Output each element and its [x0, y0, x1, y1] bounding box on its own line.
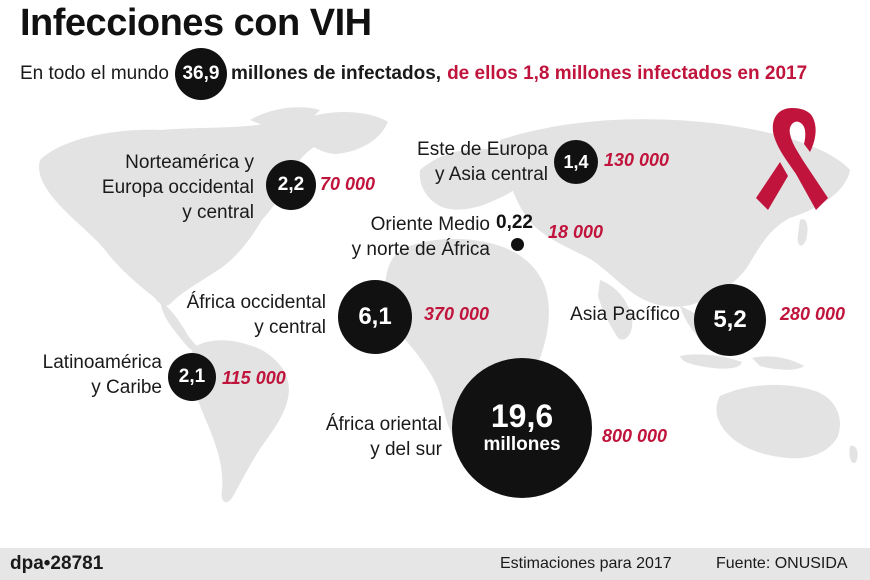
new-infections-north-america: 70 000 — [320, 174, 376, 194]
region-label-middle-east: Oriente Medio y norte de África — [351, 214, 490, 260]
estimate-note: Estimaciones para 2017 — [500, 555, 672, 572]
new-infections-eastern-europe: 130 000 — [604, 150, 670, 170]
infected-bubble-middle-east — [511, 238, 524, 251]
subtitle-new-text: de ellos 1,8 millones infectados en 2017 — [447, 63, 808, 84]
agency-credit: dpa•28781 — [10, 553, 104, 574]
subtitle-prefix: En todo el mundo — [20, 63, 169, 84]
region-label-latin-america: Latinoamérica y Caribe — [42, 352, 162, 398]
region-label-north-america: Norteamérica y Europa occidental y centr… — [101, 152, 254, 223]
infected-bubble-asia-pacific: 5,2 — [694, 284, 766, 356]
infected-bubble-west-africa: 6,1 — [338, 280, 412, 354]
region-label-west-africa: África occidental y central — [186, 292, 326, 338]
infected-bubble-north-america: 2,2 — [266, 160, 316, 210]
infected-bubble-eastern-europe: 1,4 — [554, 140, 598, 184]
infected-value-east-africa: 19,6 — [490, 398, 554, 434]
chart-title: Infecciones con VIH — [20, 2, 372, 44]
infected-value-middle-east: 0,22 — [496, 212, 533, 233]
new-infections-asia-pacific: 280 000 — [780, 304, 846, 324]
footer: dpa•28781 Estimaciones para 2017 Fuente:… — [0, 548, 870, 580]
subtitle: En todo el mundo 36,9 millones de infect… — [20, 48, 808, 100]
region-label-eastern-europe: Este de Europa y Asia central — [417, 139, 548, 185]
new-infections-latin-america: 115 000 — [222, 368, 286, 388]
infected-bubble-east-africa: 19,6 millones — [452, 358, 592, 498]
infected-unit-east-africa: millones — [483, 434, 561, 455]
source-note: Fuente: ONUSIDA — [716, 555, 848, 572]
total-bubble: 36,9 — [174, 48, 227, 100]
new-infections-west-africa: 370 000 — [424, 304, 490, 324]
infected-bubble-latin-america: 2,1 — [168, 353, 216, 401]
subtitle-total-text: millones de infectados, — [230, 63, 442, 84]
new-infections-east-africa: 800 000 — [602, 426, 668, 446]
new-infections-middle-east: 18 000 — [548, 222, 604, 242]
aids-ribbon-icon — [756, 108, 828, 210]
region-label-asia-pacific: Asia Pacífico — [570, 304, 680, 325]
region-label-east-africa: África oriental y del sur — [325, 414, 442, 460]
